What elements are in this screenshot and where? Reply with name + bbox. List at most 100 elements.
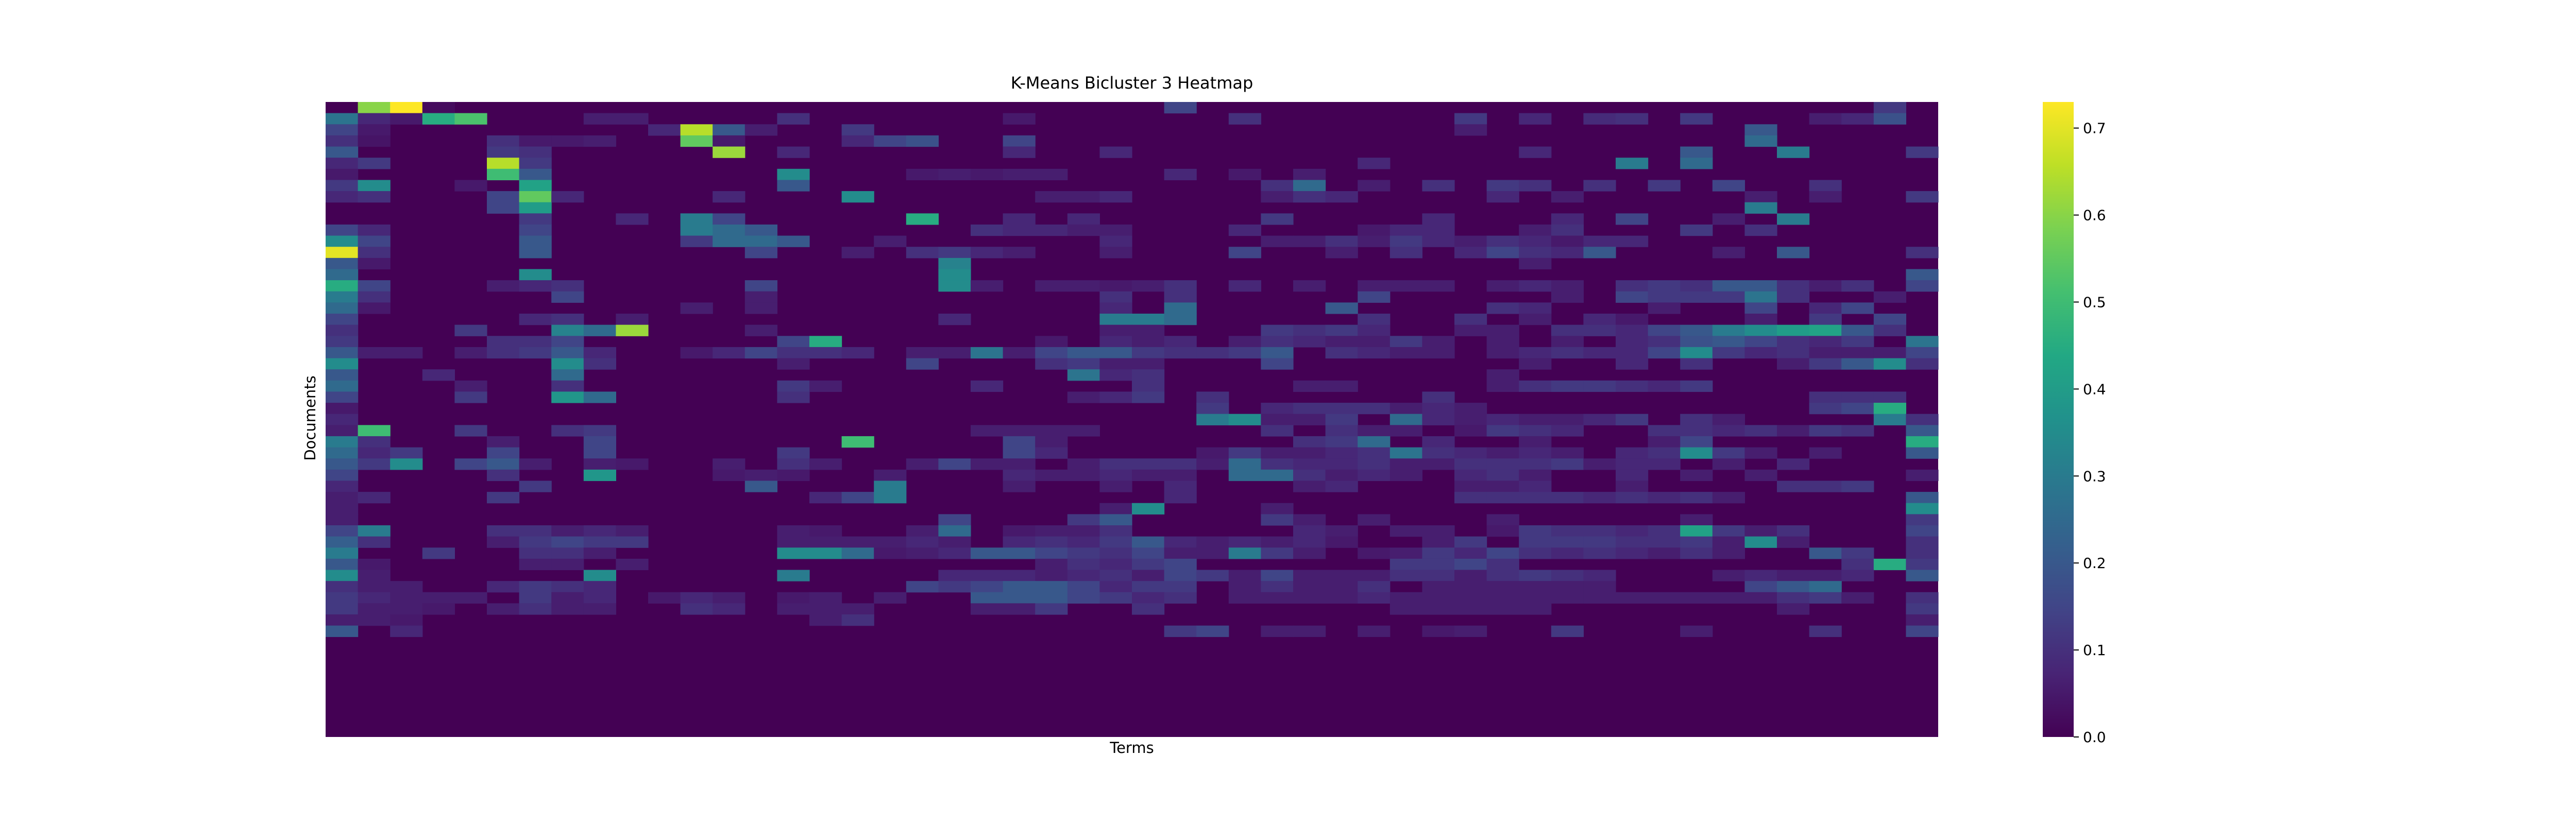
heatmap-cell: [1680, 347, 1713, 359]
heatmap-cell: [1358, 158, 1391, 169]
heatmap-cell: [1744, 124, 1777, 136]
heatmap-cell: [1519, 258, 1552, 270]
heatmap-cells: [326, 102, 1939, 737]
heatmap-cell: [713, 124, 745, 136]
heatmap-cell: [1067, 458, 1100, 470]
heatmap-cell: [454, 458, 487, 470]
heatmap-cell: [1680, 324, 1713, 336]
heatmap-cell: [1067, 280, 1100, 292]
heatmap-cell: [680, 124, 713, 136]
colorbar-tick-label: 0.2: [2083, 555, 2106, 572]
heatmap-cell: [1325, 247, 1358, 259]
heatmap-cell: [744, 324, 777, 336]
heatmap-cell: [390, 603, 423, 615]
colorbar-tick-label: 0.4: [2083, 381, 2106, 398]
heatmap-cell: [1132, 336, 1165, 348]
heatmap-cell: [1583, 492, 1616, 504]
heatmap-cell: [1325, 536, 1358, 548]
heatmap-cell: [422, 113, 455, 125]
heatmap-cell: [1228, 414, 1261, 425]
heatmap-cell: [583, 391, 616, 403]
heatmap-cell: [1164, 536, 1197, 548]
heatmap-cell: [1906, 414, 1939, 425]
heatmap-cell: [1003, 425, 1036, 437]
heatmap-cell: [390, 458, 423, 470]
heatmap-cell: [583, 324, 616, 336]
heatmap-cell: [1261, 213, 1294, 225]
heatmap-cell: [1841, 558, 1874, 571]
heatmap-cell: [1293, 180, 1326, 192]
heatmap-cell: [519, 235, 552, 247]
heatmap-cell: [1228, 547, 1261, 559]
heatmap-cell: [971, 581, 1004, 593]
heatmap-cell: [1744, 324, 1777, 336]
heatmap-cell: [1486, 458, 1519, 470]
heatmap-cell: [713, 347, 745, 359]
heatmap-cell: [1712, 547, 1745, 559]
heatmap-cell: [1389, 525, 1422, 537]
heatmap-cell: [1906, 558, 1939, 571]
heatmap-cell: [1325, 447, 1358, 459]
heatmap-cell: [1841, 480, 1874, 492]
heatmap-cell: [1906, 425, 1939, 437]
heatmap-cell: [1358, 347, 1391, 359]
heatmap-cell: [326, 380, 359, 392]
heatmap-cell: [1680, 547, 1713, 559]
heatmap-cell: [1680, 358, 1713, 370]
heatmap-cell: [1873, 113, 1906, 125]
heatmap-cell: [551, 291, 584, 303]
heatmap-cell: [551, 592, 584, 604]
heatmap-cell: [1099, 503, 1132, 514]
heatmap-cell: [326, 558, 359, 571]
heatmap-cell: [1712, 414, 1745, 425]
heatmap-cell: [1519, 581, 1552, 593]
heatmap-cell: [906, 358, 939, 370]
heatmap-cell: [777, 347, 810, 359]
heatmap-cell: [1325, 480, 1358, 492]
heatmap-cell: [1809, 180, 1842, 192]
heatmap-cell: [1196, 458, 1229, 470]
heatmap-cell: [744, 291, 777, 303]
heatmap-cell: [713, 224, 745, 236]
heatmap-cell: [1906, 525, 1939, 537]
heatmap-cell: [1841, 425, 1874, 437]
heatmap-cell: [1873, 291, 1906, 303]
heatmap-cell: [1486, 180, 1519, 192]
heatmap-cell: [1099, 324, 1132, 336]
heatmap-cell: [1293, 458, 1326, 470]
heatmap-cell: [1519, 280, 1552, 292]
heatmap-cell: [1454, 603, 1487, 615]
heatmap-cell: [1228, 581, 1261, 593]
heatmap-cell: [1293, 536, 1326, 548]
heatmap-cell: [1164, 291, 1197, 303]
heatmap-cell: [358, 124, 391, 136]
heatmap-cell: [1454, 425, 1487, 437]
heatmap-cell: [326, 347, 359, 359]
heatmap-cell: [874, 469, 907, 482]
heatmap-cell: [1422, 458, 1455, 470]
heatmap-cell: [1583, 113, 1616, 125]
heatmap-cell: [1196, 547, 1229, 559]
heatmap-cell: [1067, 536, 1100, 548]
heatmap-cell: [1712, 247, 1745, 259]
heatmap-cell: [1164, 480, 1197, 492]
heatmap-cell: [1164, 302, 1197, 314]
heatmap-cell: [938, 536, 971, 548]
heatmap-cell: [938, 269, 971, 281]
heatmap-cell: [938, 525, 971, 537]
heatmap-cell: [1358, 514, 1391, 526]
heatmap-cell: [358, 603, 391, 615]
heatmap-cell: [1777, 358, 1810, 370]
heatmap-cell: [777, 547, 810, 559]
heatmap-cell: [1261, 592, 1294, 604]
heatmap-cell: [1551, 213, 1584, 225]
heatmap-cell: [1744, 581, 1777, 593]
heatmap-cell: [1003, 347, 1036, 359]
heatmap-cell: [1454, 469, 1487, 482]
heatmap-cell: [551, 324, 584, 336]
heatmap-cell: [1132, 536, 1165, 548]
heatmap-cell: [583, 347, 616, 359]
heatmap-cell: [1486, 414, 1519, 425]
heatmap-cell: [1809, 324, 1842, 336]
heatmap-cell: [1551, 425, 1584, 437]
